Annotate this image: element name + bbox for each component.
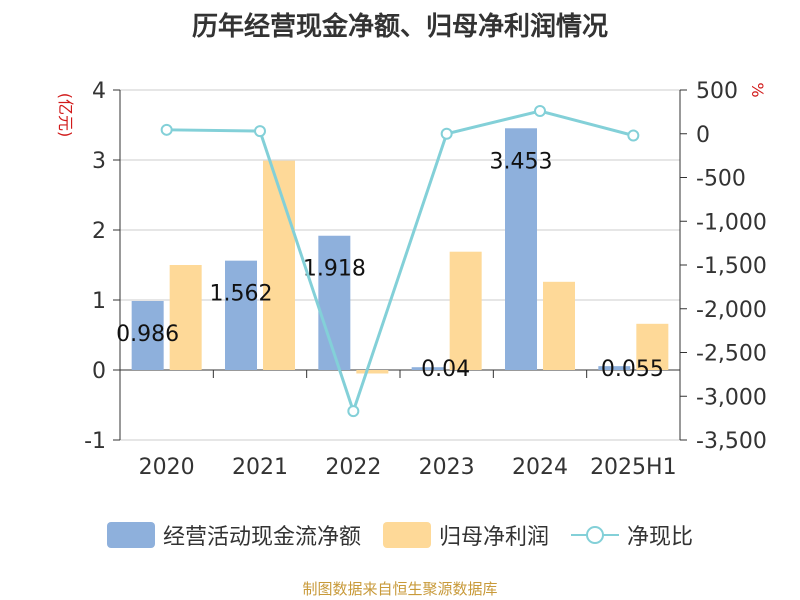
x-tick-label: 2023: [419, 455, 475, 480]
right-axis-unit: %: [748, 82, 767, 97]
data-label-cashflow: 1.918: [303, 257, 366, 282]
bar-cashflow: [598, 366, 631, 370]
bar-net-profit: [636, 323, 669, 370]
data-label-cashflow: 3.453: [490, 149, 553, 174]
x-tick-label: 2022: [325, 455, 381, 480]
data-label-cashflow: 0.055: [601, 357, 664, 382]
bar-net-profit: [356, 370, 389, 374]
right-tick-label: 0: [696, 123, 710, 148]
legend-label-cashflow: 经营活动现金流净额: [162, 525, 361, 550]
left-tick-label: 1: [92, 289, 106, 314]
legend-swatch-cashflow: [106, 522, 155, 548]
bar-net-profit: [263, 160, 295, 370]
left-tick-label: 4: [92, 79, 106, 104]
right-tick-label: -2,000: [696, 298, 767, 323]
right-tick-label: -1,500: [696, 254, 767, 279]
x-tick-label: 2025H1: [590, 455, 677, 480]
bar-cashflow: [225, 260, 257, 370]
right-tick-label: -3,000: [696, 385, 767, 410]
data-label-cashflow: 0.04: [421, 357, 470, 382]
left-axis-unit: (亿元): [56, 93, 75, 138]
legend-swatch-ratio: [571, 522, 619, 548]
legend-swatch-net-profit: [382, 522, 431, 548]
bar-cashflow: [505, 128, 537, 370]
x-tick-label: 2021: [232, 455, 288, 480]
bar-cashflow: [131, 300, 164, 370]
bar-cashflow: [318, 235, 351, 370]
right-tick-label: 500: [696, 79, 738, 104]
legend-item-ratio[interactable]: 净现比: [571, 519, 693, 551]
chart-legend: 经营活动现金流净额 归母净利润 净现比: [0, 517, 800, 553]
source-footer: 制图数据来自恒生聚源数据库: [302, 580, 498, 598]
bar-net-profit: [449, 251, 482, 370]
right-tick-label: -3,500: [696, 429, 767, 454]
x-tick-label: 2020: [139, 455, 195, 480]
right-tick-label: -1,000: [696, 210, 767, 235]
bar-net-profit: [543, 281, 575, 370]
right-tick-label: -500: [696, 167, 746, 192]
legend-label-ratio: 净现比: [627, 525, 694, 550]
data-label-cashflow: 1.562: [210, 282, 273, 307]
line-ratio: [166, 109, 634, 416]
point-ratio: [440, 127, 453, 140]
point-ratio: [534, 105, 546, 117]
legend-item-net-profit[interactable]: 归母净利润: [382, 519, 549, 551]
left-tick-label: 0: [92, 359, 106, 384]
left-tick-label: -1: [84, 429, 106, 454]
bar-net-profit: [169, 265, 202, 370]
point-ratio: [160, 123, 173, 136]
point-ratio: [347, 405, 360, 418]
point-ratio: [627, 129, 640, 142]
bar-cashflow: [411, 367, 444, 370]
data-label-cashflow: 0.986: [116, 322, 179, 347]
left-tick-label: 3: [92, 149, 106, 174]
chart-title: 历年经营现金净额、归母净利润情况: [191, 12, 608, 42]
x-tick-label: 2024: [512, 455, 568, 480]
legend-item-cashflow[interactable]: 经营活动现金流净额: [106, 519, 361, 551]
right-tick-label: -2,500: [696, 342, 767, 367]
left-tick-label: 2: [92, 219, 106, 244]
point-ratio: [254, 125, 266, 138]
legend-label-net-profit: 归母净利润: [438, 525, 549, 550]
